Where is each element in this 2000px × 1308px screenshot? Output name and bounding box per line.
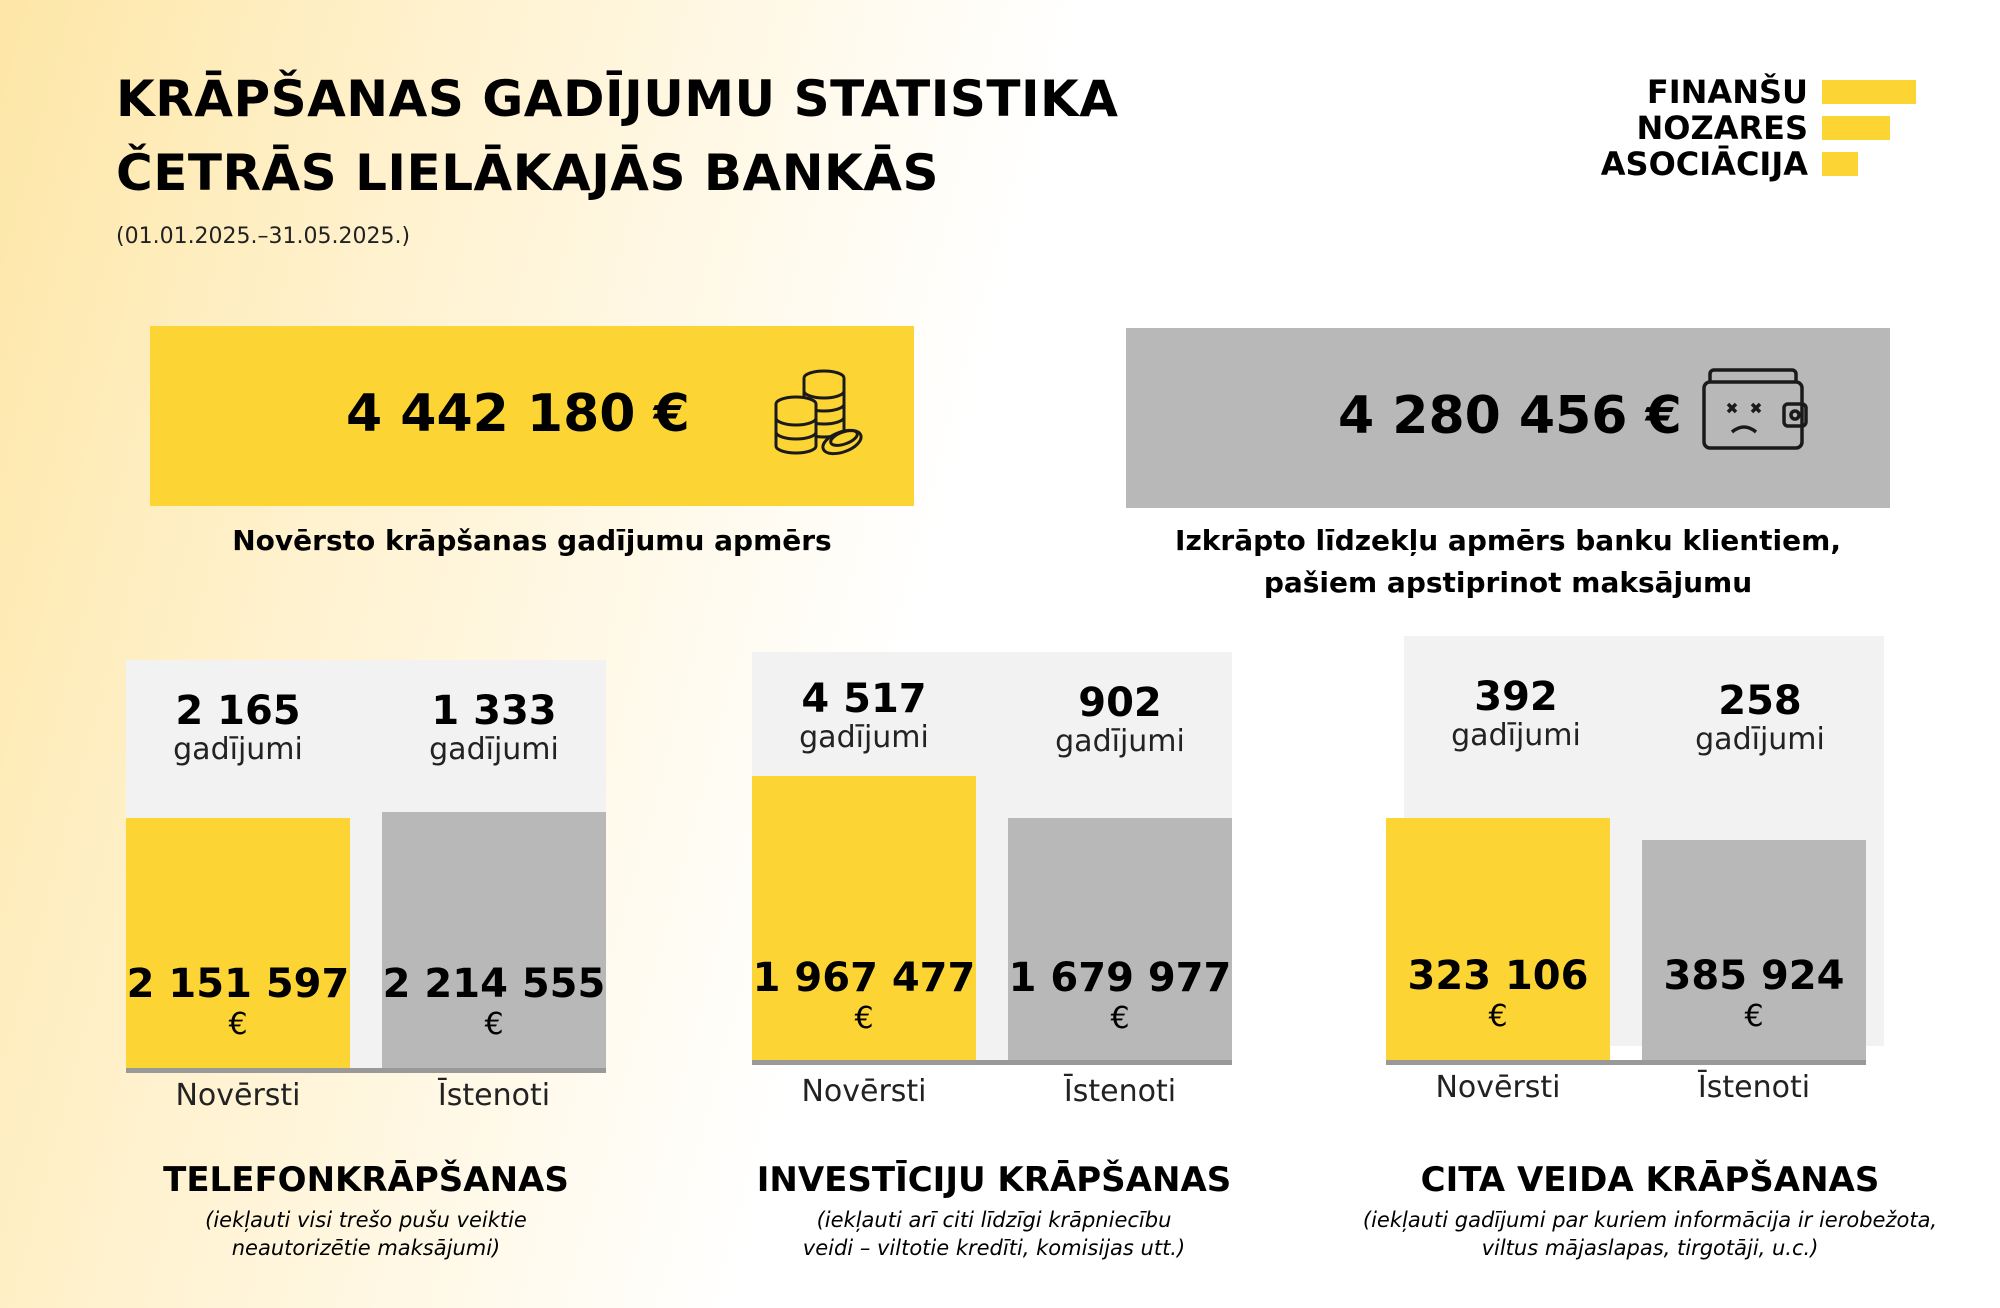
investment-fraud-note: (iekļauti arī citi līdzīgi krāpniecību v… (738, 1206, 1250, 1262)
executed-bar (382, 812, 606, 1070)
executed-bar (1008, 818, 1232, 1062)
title-line-2: ČETRĀS LIELĀKAJĀS BANKĀS (116, 144, 940, 202)
prevented-count-unit: gadījumi (799, 720, 929, 755)
prevented-total-caption: Novērsto krāpšanas gadījumu apmērs (232, 524, 832, 557)
stolen-total-caption: Izkrāpto līdzekļu apmērs banku klientiem… (1126, 520, 1890, 604)
logo-line-1: FINANŠU (1646, 73, 1808, 111)
page-title: KRĀPŠANAS GADĪJUMU STATISTIKA ČETRĀS LIE… (116, 62, 1119, 210)
executed-bar (1642, 840, 1866, 1062)
executed-count-unit: gadījumi (1695, 722, 1825, 757)
investment-fraud-title: INVESTĪCIJU KRĀPŠANAS (756, 1160, 1232, 1200)
prevented-euro: € (228, 1007, 248, 1042)
stolen-total-box: 4 280 456 € (1126, 328, 1890, 508)
note-line-2: neautorizētie maksājumi) (231, 1236, 501, 1260)
executed-count: 1 333 (431, 688, 557, 734)
stolen-caption-line-1: Izkrāpto līdzekļu apmērs banku klientiem… (1175, 524, 1841, 557)
logo-bar-3 (1822, 152, 1858, 176)
logo-bar-1 (1822, 80, 1916, 104)
phone-fraud-title: TELEFONKRĀPŠANAS (163, 1160, 569, 1200)
executed-count: 258 (1718, 678, 1802, 724)
prevented-amount: 1 967 477 (752, 955, 976, 1001)
executed-count-unit: gadījumi (1055, 724, 1185, 759)
executed-amount: 385 924 (1663, 953, 1845, 999)
executed-euro: € (484, 1007, 504, 1042)
logo: FINANŠU NOZARES ASOCIĀCIJA (1560, 74, 1920, 184)
prevented-total-value: 4 442 180 € (346, 384, 690, 444)
other-fraud-note: (iekļauti gadījumi par kuriem informācij… (1310, 1206, 1990, 1262)
phone-fraud-panel: 2 165 gadījumi 1 333 gadījumi 2 151 597 … (126, 660, 606, 1113)
x-label-prevented: Novērsti (175, 1078, 301, 1113)
prevented-bar (126, 818, 350, 1070)
stolen-total-value: 4 280 456 € (1338, 386, 1682, 446)
executed-euro: € (1110, 1001, 1130, 1036)
other-fraud-title: CITA VEIDA KRĀPŠANAS (1420, 1160, 1880, 1200)
executed-amount: 2 214 555 (382, 961, 606, 1007)
prevented-count-unit: gadījumi (173, 732, 303, 767)
x-label-executed: Īstenoti (1697, 1070, 1811, 1105)
baseline (126, 1068, 606, 1073)
prevented-count: 392 (1474, 674, 1558, 720)
prevented-bar (752, 776, 976, 1062)
executed-euro: € (1744, 999, 1764, 1034)
phone-fraud-note: (iekļauti visi trešo pušu veiktie neauto… (110, 1206, 622, 1262)
coins-icon (774, 369, 863, 456)
x-label-executed: Īstenoti (1063, 1074, 1177, 1109)
prevented-total-box: 4 442 180 € (150, 326, 914, 506)
prevented-count: 2 165 (175, 688, 301, 734)
prevented-amount: 2 151 597 (126, 961, 350, 1007)
stolen-caption-line-2: pašiem apstiprinot maksājumu (1263, 566, 1753, 599)
note-line-1: (iekļauti gadījumi par kuriem informācij… (1362, 1208, 1938, 1232)
note-line-2: viltus mājaslapas, tirgotāji, u.c.) (1481, 1236, 1819, 1260)
x-label-prevented: Novērsti (801, 1074, 927, 1109)
prevented-amount: 323 106 (1407, 953, 1589, 999)
baseline (1386, 1060, 1866, 1065)
note-line-2: veidi – viltotie kredīti, komisijas utt.… (802, 1236, 1186, 1260)
prevented-bar (1386, 818, 1610, 1062)
note-line-1: (iekļauti visi trešo pušu veiktie (205, 1208, 527, 1232)
executed-count: 902 (1078, 680, 1162, 726)
x-label-executed: Īstenoti (437, 1078, 551, 1113)
executed-count-unit: gadījumi (429, 732, 559, 767)
other-fraud-panel: 392 gadījumi 258 gadījumi 323 106 € 385 … (1386, 636, 1884, 1105)
baseline (752, 1060, 1232, 1065)
executed-amount: 1 679 977 (1008, 955, 1232, 1001)
prevented-count: 4 517 (801, 676, 927, 722)
empty-wallet-icon (1702, 368, 1808, 450)
prevented-euro: € (854, 1001, 874, 1036)
prevented-count-unit: gadījumi (1451, 718, 1581, 753)
investment-fraud-panel: 4 517 gadījumi 902 gadījumi 1 967 477 € … (752, 652, 1232, 1109)
x-label-prevented: Novērsti (1435, 1070, 1561, 1105)
title-line-1: KRĀPŠANAS GADĪJUMU STATISTIKA (116, 70, 1119, 128)
prevented-euro: € (1488, 999, 1508, 1034)
date-range: (01.01.2025.–31.05.2025.) (116, 224, 411, 249)
note-line-1: (iekļauti arī citi līdzīgi krāpniecību (816, 1208, 1172, 1232)
logo-line-2: NOZARES (1636, 109, 1809, 147)
logo-bar-2 (1822, 116, 1890, 140)
logo-line-3: ASOCIĀCIJA (1600, 145, 1808, 183)
